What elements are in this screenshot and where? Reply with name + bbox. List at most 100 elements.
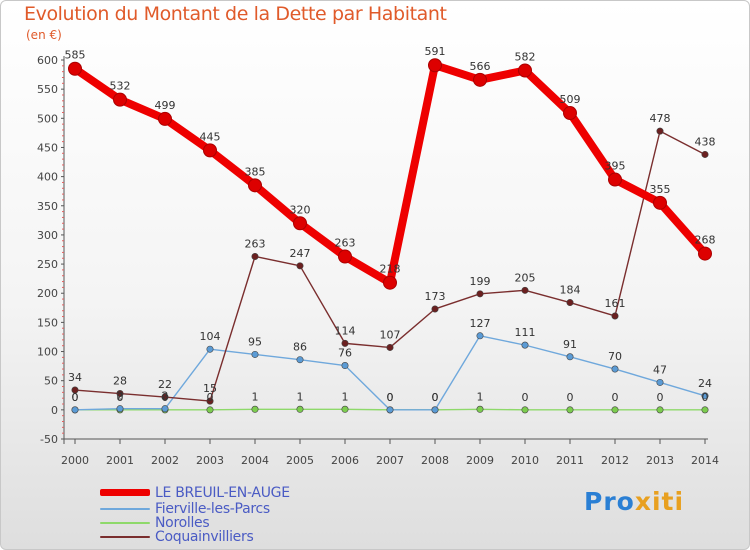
data-label: 15 bbox=[203, 382, 217, 395]
data-label: 1 bbox=[252, 390, 259, 403]
data-point bbox=[701, 392, 709, 400]
data-point bbox=[116, 405, 124, 413]
data-point bbox=[206, 406, 214, 414]
data-label: 47 bbox=[653, 363, 667, 376]
x-tick-label: 2005 bbox=[286, 454, 314, 467]
y-tick-label: 50 bbox=[44, 375, 58, 388]
data-label: 582 bbox=[515, 50, 536, 63]
chart-title: Evolution du Montant de la Dette par Hab… bbox=[24, 3, 447, 25]
data-label: 173 bbox=[425, 290, 446, 303]
data-label: 28 bbox=[113, 375, 127, 388]
legend-item-le-breuil: LE BREUIL-EN-AUGE bbox=[100, 485, 360, 501]
data-label: 0 bbox=[657, 391, 664, 404]
data-label: 114 bbox=[335, 324, 356, 337]
data-label: 1 bbox=[477, 390, 484, 403]
legend-label: LE BREUIL-EN-AUGE bbox=[155, 485, 290, 501]
data-label: 205 bbox=[515, 271, 536, 284]
data-point bbox=[386, 343, 394, 351]
data-label: 0 bbox=[162, 391, 169, 404]
data-label: 395 bbox=[605, 160, 626, 173]
data-label: 199 bbox=[470, 275, 491, 288]
data-point bbox=[521, 286, 529, 294]
data-label: 2 bbox=[117, 390, 124, 403]
legend-swatch bbox=[100, 508, 150, 510]
y-tick-label: 600 bbox=[37, 54, 58, 67]
legend-label: Fierville-les-Parcs bbox=[155, 501, 270, 517]
legend-label: Norolles bbox=[155, 515, 210, 531]
y-tick-label: 0 bbox=[51, 404, 58, 417]
y-tick-label: 300 bbox=[37, 229, 58, 242]
series-line bbox=[71, 61, 709, 287]
data-label: 247 bbox=[290, 247, 311, 260]
data-label: 263 bbox=[335, 236, 356, 249]
y-tick-label: -50 bbox=[40, 433, 58, 446]
data-point bbox=[611, 406, 619, 414]
data-point bbox=[476, 405, 484, 413]
x-tick-label: 2013 bbox=[646, 454, 674, 467]
data-point bbox=[608, 172, 622, 187]
data-label: 91 bbox=[563, 338, 577, 351]
data-point bbox=[473, 72, 487, 87]
data-point bbox=[251, 350, 259, 358]
data-point bbox=[116, 390, 124, 398]
data-label: 70 bbox=[608, 350, 622, 363]
data-label: 0 bbox=[72, 391, 79, 404]
data-label: 355 bbox=[650, 183, 671, 196]
data-point bbox=[383, 275, 397, 290]
logo-part-1: Pro bbox=[584, 487, 635, 516]
data-label: 585 bbox=[65, 49, 86, 62]
data-label: 22 bbox=[158, 378, 172, 391]
legend-swatch bbox=[100, 522, 150, 524]
data-point bbox=[161, 405, 169, 413]
data-point bbox=[113, 92, 127, 107]
data-label: 445 bbox=[200, 130, 221, 143]
data-label: 127 bbox=[470, 317, 491, 330]
data-point bbox=[206, 345, 214, 353]
data-point bbox=[701, 406, 709, 414]
data-label: 76 bbox=[338, 347, 352, 360]
data-point bbox=[293, 216, 307, 231]
data-point bbox=[698, 246, 712, 261]
data-label: 184 bbox=[560, 284, 581, 297]
data-point bbox=[296, 405, 304, 413]
x-tick-label: 2012 bbox=[601, 454, 629, 467]
data-label: 0 bbox=[387, 391, 394, 404]
data-label: 0 bbox=[387, 391, 394, 404]
data-point bbox=[296, 262, 304, 270]
y-tick-label: 250 bbox=[37, 258, 58, 271]
data-point bbox=[71, 406, 79, 414]
data-point bbox=[338, 249, 352, 264]
legend-label: Coquainvilliers bbox=[155, 529, 254, 545]
data-point bbox=[566, 299, 574, 307]
data-label: 385 bbox=[245, 165, 266, 178]
data-point bbox=[386, 406, 394, 414]
data-label: 499 bbox=[155, 99, 176, 112]
data-point bbox=[521, 406, 529, 414]
data-label: 24 bbox=[698, 377, 712, 390]
data-point bbox=[656, 406, 664, 414]
data-point bbox=[68, 61, 82, 76]
data-point bbox=[656, 378, 664, 386]
data-point bbox=[611, 365, 619, 373]
data-label: 0 bbox=[522, 391, 529, 404]
x-tick-label: 2001 bbox=[106, 454, 134, 467]
x-tick-label: 2003 bbox=[196, 454, 224, 467]
x-tick-label: 2011 bbox=[556, 454, 584, 467]
data-label: 111 bbox=[515, 326, 536, 339]
data-label: 1 bbox=[342, 390, 349, 403]
x-tick-label: 2008 bbox=[421, 454, 449, 467]
data-point bbox=[701, 150, 709, 158]
data-label: 438 bbox=[695, 135, 716, 148]
y-tick-label: 400 bbox=[37, 171, 58, 184]
data-point bbox=[431, 305, 439, 313]
legend-swatch bbox=[100, 489, 150, 496]
data-label: 0 bbox=[432, 391, 439, 404]
x-tick-label: 2000 bbox=[61, 454, 89, 467]
data-point bbox=[251, 252, 259, 260]
data-label: 263 bbox=[245, 237, 266, 250]
y-tick-label: 350 bbox=[37, 200, 58, 213]
x-tick-label: 2010 bbox=[511, 454, 539, 467]
data-point bbox=[203, 143, 217, 158]
x-tick-label: 2004 bbox=[241, 454, 269, 467]
